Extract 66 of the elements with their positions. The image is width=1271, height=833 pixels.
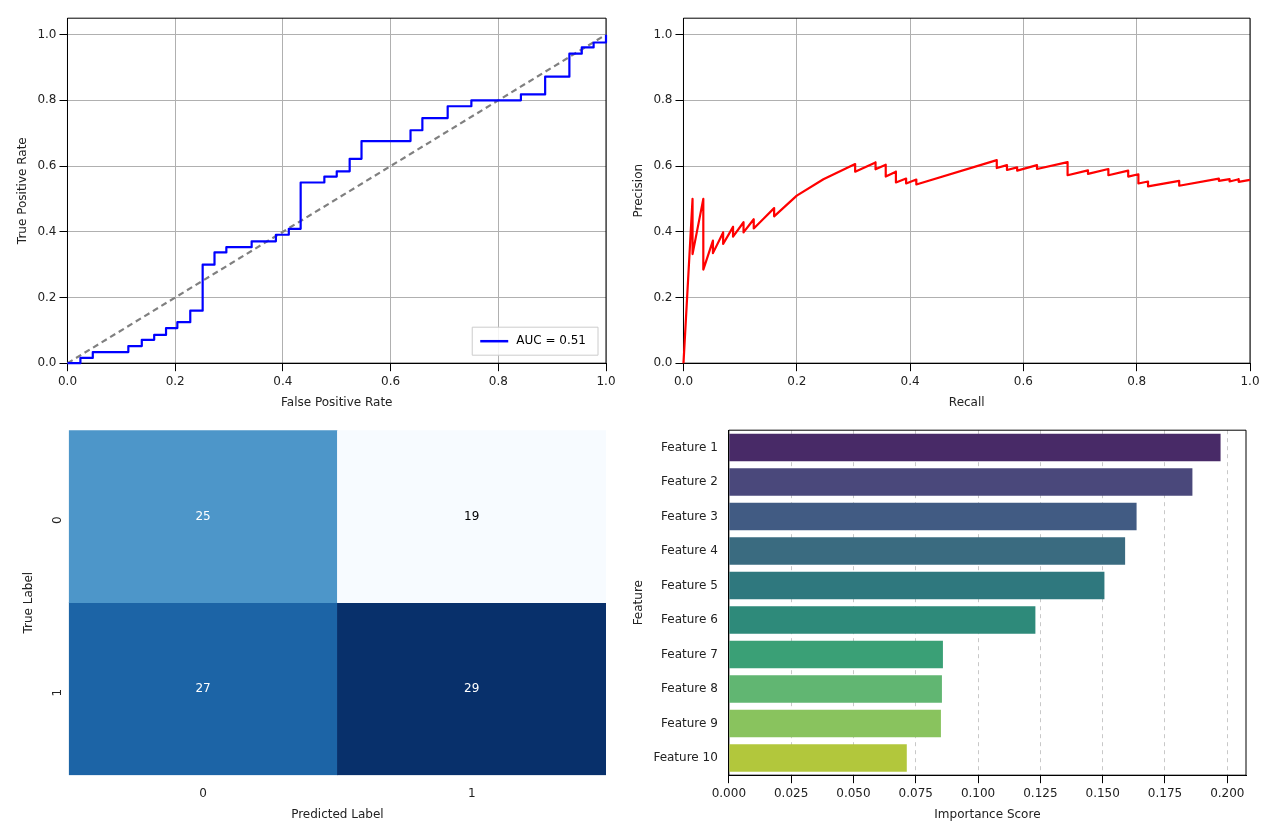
y-tick-label: Feature 3: [661, 508, 718, 523]
y-axis-title: True Label: [21, 571, 36, 635]
bar: [729, 433, 1221, 462]
x-tick-label: 0.075: [898, 785, 933, 800]
x-tick-label: 0.4: [273, 373, 293, 388]
x-tick-label: 0.8: [1127, 373, 1147, 388]
x-tick-label: 0.2: [787, 373, 807, 388]
x-tick-label: 0.150: [1085, 785, 1120, 800]
y-tick-label: Feature 10: [653, 750, 718, 765]
bar: [729, 502, 1137, 531]
x-axis-title: Recall: [948, 394, 985, 409]
x-tick-label: 0.000: [711, 785, 747, 800]
bar: [729, 537, 1126, 565]
x-tick-label: 1.0: [1240, 373, 1260, 388]
y-tick-label: Feature 5: [661, 577, 718, 592]
y-tick-label: 0.4: [653, 223, 673, 238]
bar: [729, 709, 941, 738]
y-tick-label: Feature 9: [661, 715, 718, 730]
x-tick-label: 0.200: [1210, 785, 1245, 800]
data-label: 19: [464, 508, 480, 523]
y-tick-label: 0.6: [653, 158, 673, 173]
y-axis-title: Precision: [631, 163, 646, 218]
x-tick-label: 1: [467, 785, 476, 800]
bar: [729, 606, 1036, 634]
x-tick-label: 0.6: [1013, 373, 1033, 388]
x-tick-label: 0.6: [381, 373, 401, 388]
y-axis-title: True Positive Rate: [15, 137, 30, 246]
y-tick-label: 1.0: [37, 26, 57, 41]
y-tick-label: 0.0: [37, 355, 57, 370]
x-tick-label: 0.8: [488, 373, 508, 388]
bar: [729, 571, 1105, 600]
bar: [729, 744, 907, 772]
y-tick-label: Feature 4: [661, 543, 718, 558]
y-tick-label: 0.2: [37, 289, 57, 304]
x-axis-title: Predicted Label: [291, 806, 384, 821]
y-tick-label: 0.2: [653, 289, 673, 304]
y-tick-label: Feature 6: [661, 612, 718, 627]
y-tick-label: Feature 1: [661, 439, 718, 454]
x-tick-label: 0.175: [1147, 785, 1183, 800]
bar: [729, 675, 942, 703]
bar: [729, 468, 1193, 496]
y-tick-label: Feature 8: [661, 681, 718, 696]
x-axis-title: Importance Score: [934, 806, 1041, 821]
y-tick-label: Feature 7: [661, 646, 718, 661]
x-tick-label: 1.0: [596, 373, 616, 388]
y-tick-label: Feature 2: [661, 474, 718, 489]
data-label: 29: [464, 681, 480, 696]
y-axis-title: Feature: [631, 580, 646, 626]
x-tick-label: 0.125: [1023, 785, 1058, 800]
y-tick-label: 0.8: [653, 92, 673, 107]
y-tick-label: 1.0: [653, 26, 673, 41]
bar: [729, 640, 943, 669]
y-tick-label: 0.0: [653, 355, 673, 370]
x-tick-label: 0.100: [960, 785, 996, 800]
legend-label: AUC = 0.51: [516, 333, 587, 348]
y-tick-label: 0.8: [37, 92, 57, 107]
data-label: 27: [195, 681, 211, 696]
x-tick-label: 0: [199, 785, 207, 800]
x-tick-label: 0.050: [836, 785, 871, 800]
y-tick-label: 0.4: [37, 223, 57, 238]
x-axis-title: False Positive Rate: [280, 394, 393, 409]
data-label: 25: [195, 508, 211, 523]
x-tick-label: 0.2: [165, 373, 185, 388]
y-tick-label: 0.6: [37, 158, 57, 173]
x-tick-label: 0.4: [900, 373, 920, 388]
x-tick-label: 0.025: [773, 785, 809, 800]
